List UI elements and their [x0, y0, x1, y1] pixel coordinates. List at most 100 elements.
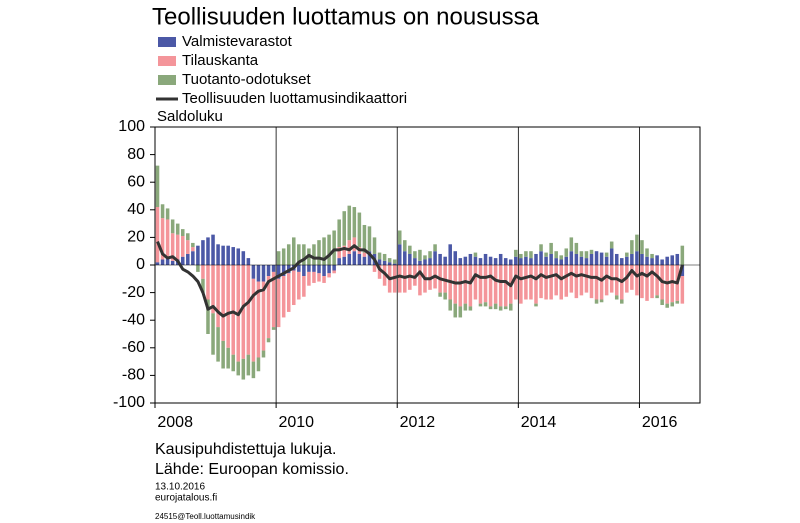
bar — [281, 248, 286, 265]
bar — [529, 258, 533, 265]
bar — [397, 230, 402, 245]
bar — [367, 226, 372, 252]
bar — [508, 259, 513, 265]
note: Kausipuhdistettuja lukuja. — [155, 441, 336, 458]
bar — [256, 281, 261, 358]
bar — [493, 265, 498, 304]
bar — [594, 299, 599, 304]
bar — [302, 276, 306, 297]
bar — [155, 262, 160, 265]
bar — [549, 253, 553, 265]
bar — [670, 265, 675, 303]
bar — [191, 251, 195, 265]
bar — [317, 273, 321, 282]
bar — [453, 251, 458, 265]
bar — [372, 237, 377, 254]
bar — [579, 251, 584, 257]
bar — [635, 265, 639, 296]
bar — [599, 265, 604, 300]
bar — [302, 244, 306, 265]
bar — [413, 251, 417, 259]
bar — [594, 251, 599, 265]
bar — [261, 281, 266, 351]
bar — [524, 265, 528, 300]
bar — [236, 361, 241, 376]
code: 24515@Teoll.luottamusindik — [155, 512, 256, 521]
bar — [266, 338, 271, 343]
bar — [604, 256, 609, 265]
legend-label: Tilauskanta — [182, 52, 259, 69]
bar — [519, 265, 523, 304]
bar — [408, 253, 412, 265]
chart-title: Teollisuuden luottamus on nousussa — [152, 3, 540, 30]
bar — [438, 292, 442, 297]
bar — [443, 256, 447, 265]
bar — [645, 248, 649, 257]
bar — [534, 253, 538, 265]
bar — [347, 253, 352, 265]
bar — [675, 253, 680, 265]
x-tick-label: 2010 — [278, 414, 314, 431]
bar — [635, 251, 639, 265]
bar — [640, 240, 644, 254]
bar — [241, 265, 246, 359]
bar — [397, 265, 402, 293]
bar — [342, 256, 347, 265]
bar — [377, 259, 382, 265]
bar — [468, 253, 473, 265]
bar — [312, 265, 316, 272]
bar — [382, 253, 387, 261]
bar — [584, 251, 589, 259]
bar — [170, 219, 175, 234]
bar — [498, 265, 503, 307]
bar — [670, 302, 675, 307]
bar — [680, 276, 685, 304]
bar — [180, 229, 185, 237]
bar — [317, 240, 321, 265]
bar — [327, 265, 331, 274]
bar — [170, 260, 175, 265]
bar — [191, 247, 195, 252]
bar — [493, 258, 498, 265]
bar — [387, 262, 392, 265]
bar — [640, 265, 644, 299]
bar — [609, 248, 614, 265]
bar — [503, 258, 508, 265]
bar — [493, 303, 498, 310]
bar — [392, 259, 397, 264]
bar — [241, 358, 246, 380]
bar — [544, 256, 548, 265]
x-tick-label: 2008 — [157, 414, 193, 431]
bar — [635, 234, 639, 252]
bar — [191, 242, 195, 248]
bar — [236, 248, 241, 265]
bar — [216, 265, 220, 328]
bar — [266, 265, 271, 277]
bar — [332, 230, 336, 265]
bar — [539, 244, 543, 252]
bar — [372, 265, 377, 272]
bar — [246, 258, 251, 265]
bar — [650, 265, 654, 299]
bar — [569, 265, 574, 293]
bar — [186, 233, 190, 241]
bar — [519, 253, 523, 259]
bar — [554, 265, 558, 296]
y-tick-label: -20 — [122, 284, 145, 301]
bar — [660, 259, 664, 265]
bar — [463, 265, 468, 304]
bar — [357, 212, 362, 248]
bar — [216, 244, 220, 265]
bar — [655, 295, 659, 299]
bar — [559, 259, 563, 265]
bar — [418, 265, 422, 296]
bar — [589, 265, 594, 299]
x-tick-label: 2012 — [400, 414, 436, 431]
bar — [226, 245, 230, 265]
bar — [292, 270, 296, 306]
bar — [529, 251, 533, 259]
bar — [297, 271, 301, 300]
bar — [660, 299, 664, 306]
bar — [554, 258, 558, 265]
bar — [211, 234, 215, 265]
